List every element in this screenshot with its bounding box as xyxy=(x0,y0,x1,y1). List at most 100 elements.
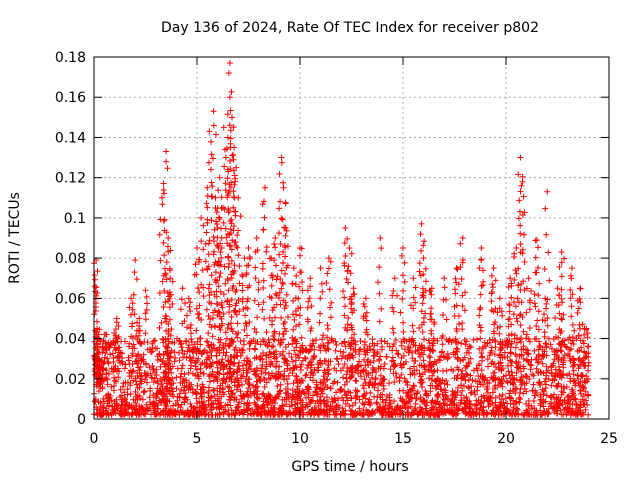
data-point xyxy=(235,227,242,234)
data-point xyxy=(356,351,363,358)
data-point xyxy=(416,268,423,275)
data-point xyxy=(237,388,244,395)
data-point xyxy=(156,350,163,357)
data-point xyxy=(116,344,123,351)
data-point xyxy=(269,370,276,377)
data-point xyxy=(412,284,419,291)
data-point xyxy=(283,227,290,234)
data-point xyxy=(400,319,407,326)
data-point xyxy=(295,305,302,312)
data-point xyxy=(353,377,360,384)
data-point xyxy=(259,356,266,363)
data-point xyxy=(198,238,205,245)
data-point xyxy=(249,382,256,389)
data-point xyxy=(365,411,372,418)
data-point xyxy=(272,235,279,241)
data-point xyxy=(391,398,398,405)
data-point xyxy=(216,309,223,316)
data-point xyxy=(256,378,263,385)
data-point xyxy=(241,400,248,407)
data-point xyxy=(171,358,178,365)
data-point xyxy=(420,242,427,249)
data-point xyxy=(99,410,106,417)
data-point xyxy=(147,385,154,392)
data-point xyxy=(210,108,217,115)
data-point xyxy=(305,298,312,305)
data-point xyxy=(378,305,385,312)
data-point xyxy=(227,366,234,373)
data-point xyxy=(281,242,288,249)
data-point xyxy=(188,381,195,388)
data-point xyxy=(231,360,238,367)
data-point xyxy=(561,352,568,359)
data-point xyxy=(161,287,168,294)
data-point xyxy=(377,353,384,360)
data-point xyxy=(351,291,358,298)
data-point xyxy=(208,393,215,400)
data-point xyxy=(389,292,396,299)
data-point xyxy=(375,387,382,394)
data-point xyxy=(278,267,285,274)
data-point xyxy=(210,122,217,129)
data-point xyxy=(146,399,153,406)
data-point xyxy=(362,313,369,320)
data-point xyxy=(260,198,267,205)
data-point xyxy=(158,358,165,365)
data-point xyxy=(344,397,351,404)
data-point xyxy=(404,382,411,389)
data-point xyxy=(157,257,164,264)
data-point xyxy=(234,366,241,373)
data-point xyxy=(179,354,186,361)
data-point xyxy=(304,304,311,311)
data-point xyxy=(181,318,188,325)
data-point xyxy=(403,398,410,405)
data-point xyxy=(290,365,297,372)
data-point xyxy=(501,404,508,411)
data-point xyxy=(365,356,372,363)
data-point xyxy=(133,381,140,388)
data-point xyxy=(341,294,348,301)
data-point xyxy=(342,224,349,231)
data-point xyxy=(536,338,543,345)
data-point xyxy=(226,301,233,308)
data-point xyxy=(217,261,224,268)
y-tick-label: 0.04 xyxy=(55,332,86,348)
data-point xyxy=(420,271,427,278)
data-point xyxy=(217,270,224,277)
data-point xyxy=(253,354,260,361)
data-point xyxy=(301,354,308,361)
data-point xyxy=(374,393,381,400)
data-point xyxy=(271,257,278,264)
data-point xyxy=(418,308,425,315)
data-point xyxy=(360,300,367,307)
data-point xyxy=(195,355,202,362)
data-point xyxy=(282,232,289,239)
data-point xyxy=(93,318,100,325)
data-point xyxy=(263,399,270,406)
data-point xyxy=(100,346,107,353)
data-point xyxy=(362,295,369,302)
x-tick-label: 25 xyxy=(600,431,618,447)
data-point xyxy=(111,377,118,384)
data-point xyxy=(179,347,186,354)
data-point xyxy=(363,317,370,324)
data-point xyxy=(280,281,287,288)
data-point xyxy=(240,393,247,400)
data-point xyxy=(293,272,300,279)
data-point xyxy=(320,342,327,349)
data-point xyxy=(352,387,359,394)
data-point xyxy=(507,400,514,407)
data-point xyxy=(439,377,446,384)
data-point xyxy=(177,379,184,386)
data-point xyxy=(485,363,492,370)
data-point xyxy=(239,396,246,403)
data-point xyxy=(467,390,474,397)
data-point xyxy=(252,264,259,271)
data-point xyxy=(289,334,296,341)
data-point xyxy=(135,411,142,418)
data-point xyxy=(530,372,537,379)
data-point xyxy=(199,359,206,366)
data-point xyxy=(580,384,587,391)
data-point xyxy=(173,374,180,381)
data-point xyxy=(422,388,429,395)
